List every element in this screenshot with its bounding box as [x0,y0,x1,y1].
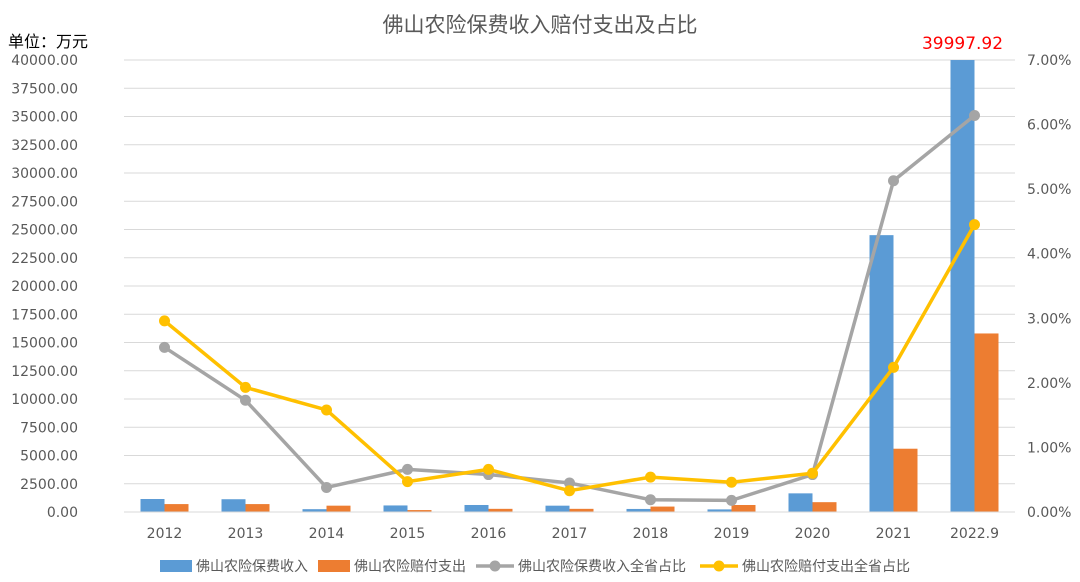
legend-marker [713,560,725,572]
bars [140,60,999,513]
bar [650,506,675,512]
gridlines [124,59,1015,485]
line-point [240,381,251,393]
y-right-tick-label: 6.00% [1027,118,1071,134]
bar [812,502,837,512]
bar [788,493,813,512]
y-left-tick-label: 25000.00 [11,223,78,239]
legend-swatch [318,560,350,572]
y-axis-left: 0.00 2500.00 5000.00 7500.00 10000.00 12500.0… [11,53,78,521]
series-line [163,223,977,493]
x-tick-label: 2014 [309,526,345,542]
y-left-tick-label: 32500.00 [11,138,78,154]
chart-title: 佛山农险保费收入赔付支出及占比 [383,13,698,37]
y-right-tick-label: 4.00% [1027,247,1071,263]
bar [893,448,918,512]
line-point [402,463,413,475]
line-point [564,477,575,489]
y-right-tick-label: 5.00% [1027,182,1071,198]
bar [326,505,351,512]
x-tick-label: 2020 [795,526,831,542]
line-point [564,485,575,497]
y-left-tick-label: 17500.00 [11,307,78,323]
legend-swatch [160,560,192,572]
x-tick-label: 2019 [714,526,750,542]
y-left-tick-label: 2500.00 [20,477,78,493]
line-point [159,315,170,327]
line-point [888,361,899,373]
y-left-tick-label: 35000.00 [11,110,78,126]
line-point [888,175,899,187]
bar [950,60,975,513]
y-left-tick-label: 10000.00 [11,392,78,408]
y-left-tick-label: 0.00 [47,505,78,521]
x-axis: 2012 2013 2014 2015 2016 2017 2018 2019 2020 2021… [124,511,1015,542]
line-point [807,467,818,479]
y-right-tick-label: 7.00% [1027,53,1071,69]
y-right-tick-label: 0.00% [1027,505,1071,521]
bar [731,504,756,512]
legend-label: 佛山农险保费收入 [196,559,308,575]
y-left-tick-label: 22500.00 [11,251,78,267]
line-point [726,476,737,488]
legend-label: 佛山农险赔付支出 [354,559,466,575]
line-point [969,110,980,122]
bar [626,508,651,512]
unit-label: 单位：万元 [8,32,88,51]
y-right-tick-label: 3.00% [1027,311,1071,327]
line-point [321,404,332,416]
bar [383,505,408,512]
x-tick-label: 2021 [876,526,912,542]
bar [974,333,999,512]
line-point [402,476,413,488]
x-tick-label: 2022.9 [950,526,999,542]
y-left-tick-label: 5000.00 [20,449,78,465]
line-point [645,471,656,483]
y-left-tick-label: 20000.00 [11,279,78,295]
line-point [483,463,494,475]
y-left-tick-label: 40000.00 [11,53,78,69]
bar [707,509,732,512]
legend-marker [489,560,501,572]
bar [302,509,327,512]
x-tick-label: 2017 [552,526,588,542]
line-point [321,481,332,493]
x-tick-label: 2013 [228,526,264,542]
bar [164,504,189,512]
bar [140,499,165,512]
x-tick-label: 2018 [633,526,669,542]
legend-label: 佛山农险保费收入全省占比 [518,558,686,575]
line-point [159,341,170,353]
bar [488,508,513,512]
bar [245,504,270,512]
bar [464,504,489,512]
y-left-tick-label: 27500.00 [11,194,78,210]
x-tick-label: 2015 [390,526,426,542]
line-point [726,494,737,506]
legend-label: 佛山农险赔付支出全省占比 [742,558,910,575]
bar [569,508,594,512]
line-point [645,494,656,506]
line-point [969,219,980,231]
y-right-tick-label: 1.00% [1027,440,1071,456]
x-tick-label: 2016 [471,526,507,542]
y-left-tick-label: 12500.00 [11,364,78,380]
y-left-tick-label: 30000.00 [11,166,78,182]
bar [221,499,246,512]
y-right-tick-label: 2.00% [1027,376,1071,392]
y-axis-right: 0.00% 1.00% 2.00% 3.00% 4.00% 5.00% 6.00% 7.00% [1027,53,1071,521]
x-tick-label: 2012 [147,526,183,542]
bar [545,505,570,512]
y-left-tick-label: 37500.00 [11,81,78,97]
y-left-tick-label: 15000.00 [11,336,78,352]
y-left-tick-label: 7500.00 [20,420,78,436]
line-point [240,394,251,406]
bar [407,510,432,512]
legend: 佛山农险保费收入 佛山农险赔付支出 佛山农险保费收入全省占比 佛山农险赔付支出全省占比 [160,558,910,575]
lines [159,110,980,506]
max-value-annotation: 39997.92 [922,34,1003,54]
